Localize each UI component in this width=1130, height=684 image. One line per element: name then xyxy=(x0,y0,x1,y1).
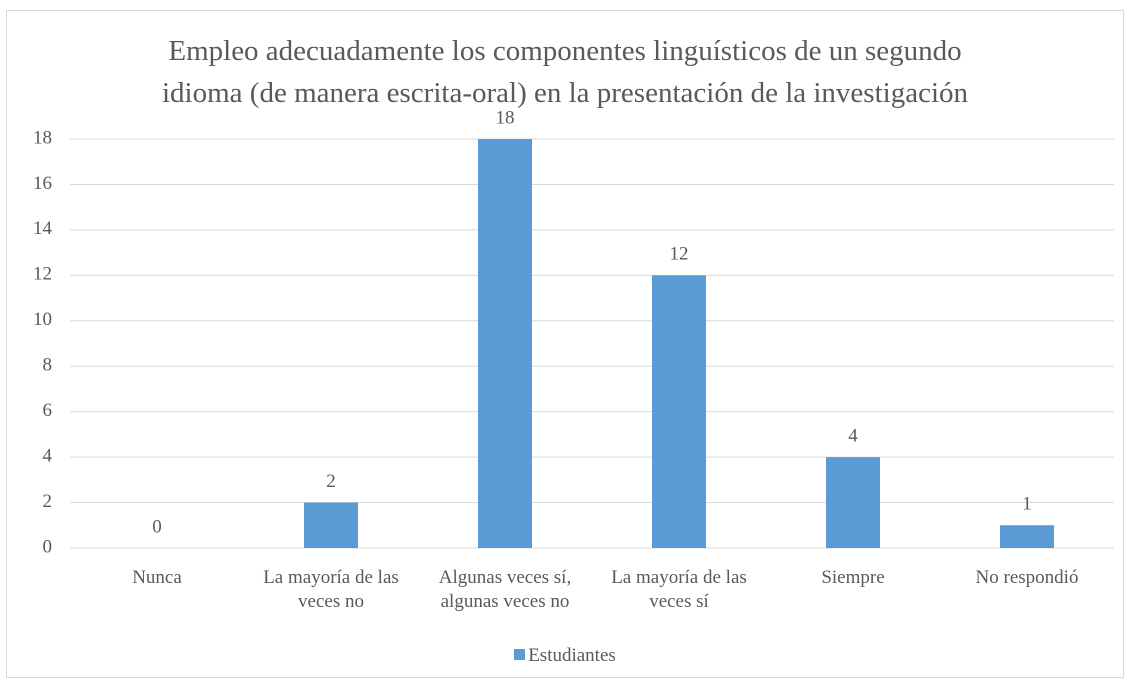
y-tick-label: 14 xyxy=(33,218,53,239)
bar xyxy=(1000,525,1054,548)
bar xyxy=(652,275,706,548)
x-tick-label: Algunas veces sí, algunas veces no xyxy=(438,567,572,612)
x-tick-label: La mayoría de las veces no xyxy=(263,567,399,612)
y-tick-label: 12 xyxy=(33,264,52,285)
data-label: 1 xyxy=(1022,494,1032,515)
y-tick-label: 10 xyxy=(33,309,52,330)
data-label: 0 xyxy=(152,516,162,537)
chart-title: Empleo adecuadamente los componentes lin… xyxy=(162,35,968,109)
data-label: 12 xyxy=(670,244,689,265)
y-tick-label: 2 xyxy=(43,491,53,512)
bar xyxy=(478,139,532,548)
data-label: 4 xyxy=(848,425,858,446)
x-tick-label: Siempre xyxy=(821,567,885,588)
legend-label: Estudiantes xyxy=(528,645,616,666)
y-tick-label: 18 xyxy=(33,127,52,148)
y-tick-label: 8 xyxy=(43,355,53,376)
y-tick-label: 0 xyxy=(43,536,53,557)
chart-border xyxy=(6,10,1124,678)
x-tick-label: No respondió xyxy=(975,567,1079,588)
bar xyxy=(826,457,880,548)
data-label: 18 xyxy=(496,107,515,128)
bar xyxy=(304,502,358,548)
data-label: 2 xyxy=(326,471,336,492)
x-tick-label: La mayoría de las veces sí xyxy=(611,567,747,612)
y-tick-label: 6 xyxy=(43,400,53,421)
y-tick-label: 4 xyxy=(43,445,53,466)
x-tick-label: Nunca xyxy=(132,567,182,588)
legend: Estudiantes xyxy=(0,645,1130,667)
legend-swatch xyxy=(514,649,526,660)
y-tick-label: 16 xyxy=(33,173,52,194)
